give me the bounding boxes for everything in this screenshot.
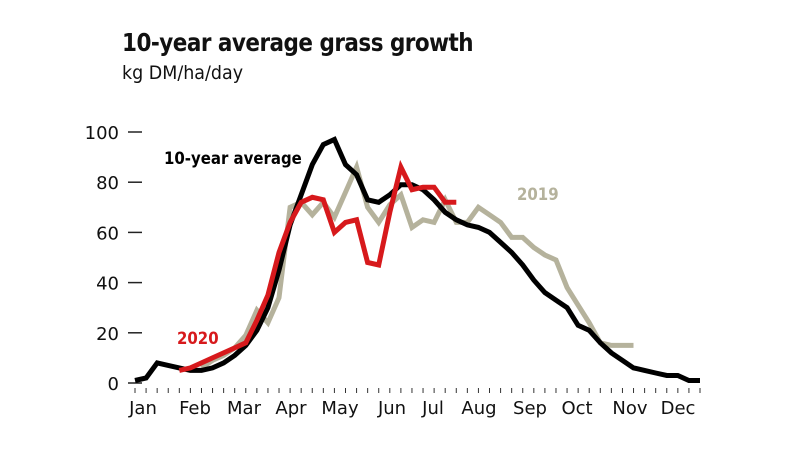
x-tick-label: Dec <box>661 398 696 419</box>
x-axis: Jan Feb Mar Apr May Jun Jul Aug Sep Oct Nov Dec <box>128 388 701 419</box>
series-2020 <box>178 159 457 373</box>
y-tick-label: 0 <box>108 374 119 395</box>
y-axis: 0 20 40 60 80 100 <box>85 123 142 395</box>
x-tick-label: Mar <box>227 398 262 419</box>
x-tick-label: Sep <box>513 398 547 419</box>
x-tick-label: Apr <box>275 398 307 419</box>
chart-title: 10-year average grass growth <box>122 28 474 57</box>
x-tick-label: Jul <box>421 398 444 419</box>
y-tick-label: 100 <box>85 123 119 144</box>
chart-subtitle: kg DM/ha/day <box>122 62 244 84</box>
series-line <box>178 159 457 373</box>
series-line <box>200 159 634 370</box>
y-tick-label: 40 <box>96 274 119 295</box>
y-tick-label: 20 <box>96 324 119 345</box>
y-tick-label: 80 <box>96 173 119 194</box>
series-label: 2019 <box>517 184 559 204</box>
x-tick-label: Jan <box>128 398 157 419</box>
x-tick-label: Nov <box>612 398 647 419</box>
x-tick-label: Jun <box>377 398 406 419</box>
x-tick-label: Feb <box>179 398 211 419</box>
series-label: 10-year average <box>164 148 302 168</box>
series-2019 <box>200 159 634 370</box>
y-tick-label: 60 <box>96 223 119 244</box>
x-tick-label: Aug <box>461 398 496 419</box>
x-tick-label: May <box>321 398 359 419</box>
series-labels: 10-year average 2019 2020 <box>164 148 559 348</box>
x-tick-label: Oct <box>561 398 592 419</box>
series-label: 2020 <box>177 328 219 348</box>
series-lines <box>134 136 701 383</box>
